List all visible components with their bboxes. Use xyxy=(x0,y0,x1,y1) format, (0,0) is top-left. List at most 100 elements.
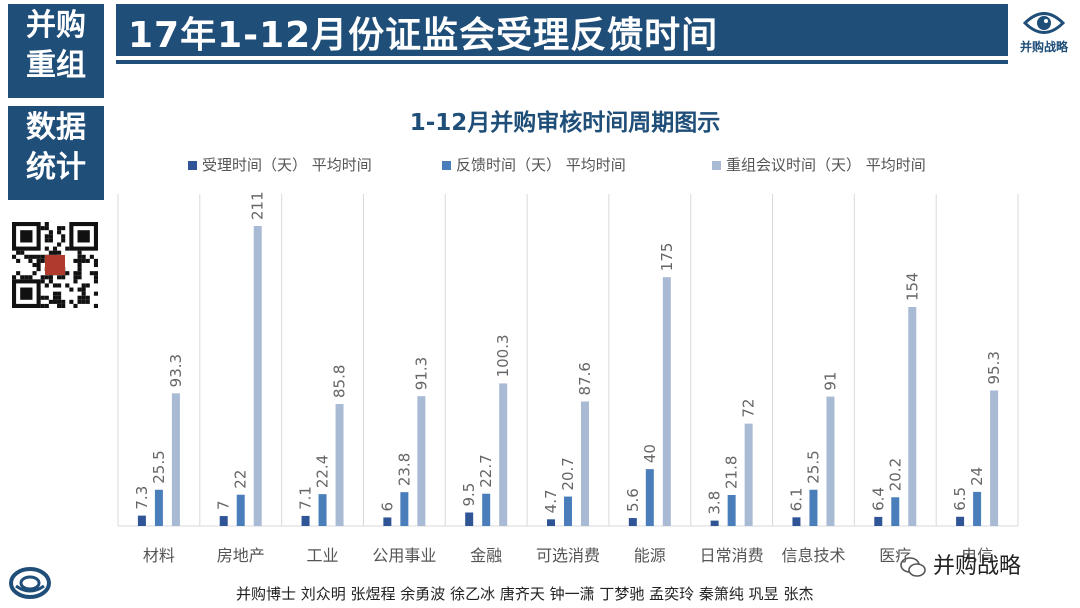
qr-module xyxy=(93,271,98,276)
qr-module xyxy=(36,267,41,272)
bar-2-医疗 xyxy=(891,497,900,526)
qr-module xyxy=(40,279,45,284)
qr-module xyxy=(16,271,21,276)
bar-1-医疗 xyxy=(874,516,883,526)
value-label: 100.3 xyxy=(494,334,512,377)
chart-bars xyxy=(137,226,999,526)
qr-module xyxy=(44,275,49,280)
bar-3-信息技术 xyxy=(826,396,835,526)
qr-module xyxy=(36,262,41,268)
qr-module xyxy=(65,271,70,276)
legend-swatch-3 xyxy=(712,161,721,170)
category-label: 电信 xyxy=(961,546,993,565)
bar-1-日常消费 xyxy=(710,520,719,526)
eye-icon xyxy=(1022,12,1066,34)
sidebar-block-merger: 并购 重组 xyxy=(8,4,104,98)
qr-module xyxy=(48,279,53,284)
qr-module xyxy=(36,254,41,259)
qr-finder xyxy=(20,230,33,243)
bar-1-电信 xyxy=(956,516,965,526)
qr-module xyxy=(69,299,74,304)
qr-module xyxy=(20,275,25,280)
qr-module xyxy=(52,299,58,304)
bar-1-信息技术 xyxy=(792,517,801,526)
value-label: 25.5 xyxy=(150,450,168,483)
qr-module xyxy=(24,254,29,259)
category-label: 公用事业 xyxy=(372,546,436,565)
qr-module xyxy=(40,258,45,263)
bar-1-材料 xyxy=(137,515,146,526)
value-label: 5.6 xyxy=(624,488,642,512)
qr-module xyxy=(40,226,45,231)
qr-module xyxy=(44,295,49,300)
qr-module xyxy=(61,238,66,243)
qr-module xyxy=(57,242,62,247)
qr-module xyxy=(57,299,62,304)
qr-module xyxy=(44,283,49,288)
qr-module xyxy=(81,291,86,296)
qr-module xyxy=(57,295,62,300)
qr-module xyxy=(32,271,37,276)
bar-2-信息技术 xyxy=(809,489,818,526)
value-label: 22 xyxy=(232,470,250,489)
category-label: 工业 xyxy=(307,546,339,565)
category-label: 可选消费 xyxy=(536,546,600,565)
qr-module xyxy=(44,246,49,251)
qr-module xyxy=(77,254,82,259)
value-label: 93.3 xyxy=(167,354,185,387)
qr-module xyxy=(48,275,53,280)
sidebar-block-merger-line2: 重组 xyxy=(26,48,86,83)
value-label: 21.8 xyxy=(723,456,741,489)
wechat-watermark: 并购战略 xyxy=(900,548,1021,580)
qr-module xyxy=(77,271,82,276)
qr-module xyxy=(48,230,53,235)
qr-module xyxy=(48,238,53,243)
qr-module xyxy=(81,287,86,292)
qr-module xyxy=(57,275,62,280)
qr-module xyxy=(44,238,49,243)
title-underline xyxy=(116,60,1008,64)
bar-2-房地产 xyxy=(236,494,245,526)
qr-module xyxy=(77,287,82,292)
value-label: 6.4 xyxy=(869,487,887,511)
brand-logo: 并购战略 xyxy=(1016,8,1072,64)
category-label: 金融 xyxy=(470,546,502,565)
category-label: 房地产 xyxy=(217,546,265,565)
chart-title: 1-12月并购审核时间周期图示 xyxy=(410,109,721,136)
qr-module xyxy=(28,275,33,280)
value-label: 211 xyxy=(249,191,267,220)
bar-2-工业 xyxy=(318,494,327,526)
bar-3-能源 xyxy=(662,277,671,526)
qr-finder xyxy=(20,287,33,300)
qr-module xyxy=(16,250,21,255)
legend-swatch-1 xyxy=(188,161,197,170)
qr-module xyxy=(93,303,98,308)
qr-module xyxy=(61,275,66,280)
qr-module xyxy=(52,250,58,255)
chart-legend: 受理时间（天） 平均时间 反馈时间（天） 平均时间 重组会议时间（天） 平均时间 xyxy=(188,156,926,174)
bar-2-金融 xyxy=(482,493,491,526)
credits-line: 并购博士 刘众明 张煜程 余勇波 徐乙冰 唐齐天 钟一潇 丁梦驰 孟奕玲 秦箫纯… xyxy=(236,585,814,603)
qr-module xyxy=(77,250,82,255)
qr-module xyxy=(73,258,78,263)
qr-module xyxy=(40,275,45,280)
value-label: 20.2 xyxy=(886,458,904,491)
qr-module xyxy=(93,258,98,263)
qr-module xyxy=(40,303,45,308)
legend-label-1: 受理时间（天） 平均时间 xyxy=(202,156,372,174)
qr-module xyxy=(81,295,86,300)
legend-swatch-2 xyxy=(442,161,451,170)
qr-module xyxy=(81,283,86,288)
qr-module xyxy=(61,234,66,239)
qr-module xyxy=(85,283,90,288)
qr-module xyxy=(73,279,78,284)
qr-module xyxy=(52,283,58,288)
qr-module xyxy=(16,258,21,263)
bar-2-电信 xyxy=(973,491,982,526)
qr-module xyxy=(77,267,82,272)
qr-module xyxy=(57,226,62,231)
value-label: 9.5 xyxy=(460,483,478,507)
qr-module xyxy=(52,295,58,300)
bar-3-房地产 xyxy=(253,226,262,526)
qr-module xyxy=(48,234,53,239)
